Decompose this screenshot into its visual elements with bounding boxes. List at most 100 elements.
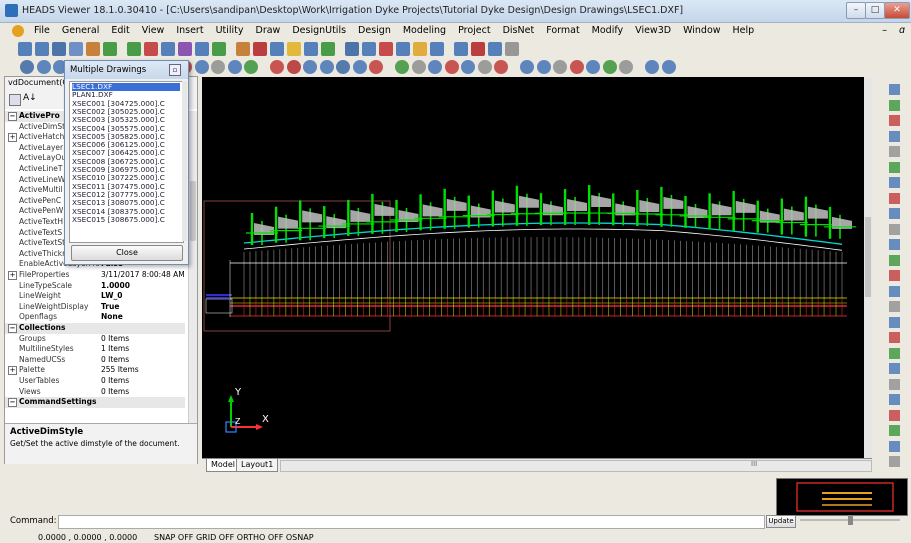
draw-toolbar-button-icon[interactable]: [395, 60, 409, 74]
right-toolbar-icon[interactable]: [889, 378, 900, 390]
menu-format[interactable]: Format: [546, 25, 580, 36]
toolbar-button-icon[interactable]: [195, 42, 209, 56]
draw-toolbar-button-icon[interactable]: [569, 60, 584, 74]
toolbar-button-icon[interactable]: [52, 42, 66, 56]
draw-toolbar-button-icon[interactable]: [553, 60, 567, 74]
property-row[interactable]: ActiveTextH: [5, 217, 185, 228]
toolbar-button-icon[interactable]: [304, 42, 318, 56]
property-row[interactable]: ActiveLayOu: [5, 153, 185, 164]
toolbar-button-icon[interactable]: [35, 42, 49, 56]
property-row[interactable]: Views 0 Items: [5, 387, 185, 398]
tab-model[interactable]: Model: [206, 459, 241, 472]
right-toolbar-icon[interactable]: [889, 161, 900, 173]
drawing-list-item[interactable]: XSEC005 [305825.000].C: [72, 132, 165, 141]
draw-toolbar-button-icon[interactable]: [411, 60, 426, 74]
right-toolbar-icon[interactable]: [889, 425, 900, 436]
drawing-list-item[interactable]: XSEC011 [307475.000].C: [72, 182, 165, 191]
toolbar-button-icon[interactable]: [396, 42, 410, 56]
right-toolbar-icon[interactable]: [889, 347, 900, 359]
drawing-list-item[interactable]: XSEC015 [308675.000].C: [72, 215, 165, 224]
toolbar-button-icon[interactable]: [253, 42, 267, 56]
expand-toggle-icon[interactable]: +: [8, 271, 17, 280]
drawing-list-item[interactable]: XSEC009 [306975.000].C: [72, 166, 165, 174]
menu-edit[interactable]: Edit: [111, 25, 130, 36]
scroll-thumb[interactable]: [190, 181, 196, 241]
draw-toolbar-button-icon[interactable]: [619, 60, 633, 74]
draw-toolbar-button-icon[interactable]: [602, 60, 617, 74]
property-category[interactable]: − CommandSettings: [5, 397, 185, 408]
command-input[interactable]: [58, 515, 765, 529]
mdi-restore-button[interactable]: ɑ: [898, 25, 905, 36]
properties-scrollbar[interactable]: [188, 111, 197, 423]
toolbar-button-icon[interactable]: [379, 42, 393, 56]
property-row[interactable]: ActiveDimSt: [5, 122, 185, 133]
tab-layout1[interactable]: Layout1: [236, 459, 279, 472]
property-row[interactable]: ActivePenW: [5, 206, 185, 217]
draw-toolbar-button-icon[interactable]: [461, 60, 475, 74]
update-button[interactable]: Update: [766, 515, 796, 528]
draw-toolbar-button-icon[interactable]: [211, 60, 225, 74]
right-toolbar-icon[interactable]: [889, 130, 900, 142]
right-toolbar-icon[interactable]: [889, 223, 900, 235]
menu-modify[interactable]: Modify: [591, 25, 624, 36]
drawing-list[interactable]: LSEC1.DXF PLAN1.DXF XSEC001 [304725.000].C…: [69, 81, 184, 243]
right-toolbar-icon[interactable]: [889, 146, 900, 157]
menu-project[interactable]: Project: [458, 25, 491, 36]
expand-toggle-icon[interactable]: −: [8, 324, 17, 333]
property-row[interactable]: ActiveThickn: [5, 249, 185, 260]
toolbar-button-icon[interactable]: [212, 42, 226, 56]
toolbar-button-icon[interactable]: [345, 42, 359, 56]
property-row[interactable]: + FileProperties 3/11/2017 8:00:48 AM: [5, 270, 185, 281]
draw-toolbar-button-icon[interactable]: [286, 60, 301, 74]
right-toolbar-icon[interactable]: [889, 440, 900, 452]
drawing-list-item[interactable]: XSEC001 [304725.000].C: [72, 99, 165, 108]
minimize-button[interactable]: –: [846, 2, 866, 19]
expand-toggle-icon[interactable]: −: [8, 112, 17, 121]
categorized-icon[interactable]: [9, 94, 21, 106]
property-row[interactable]: LineWeightDisplay True: [5, 302, 185, 313]
vscroll-thumb[interactable]: [865, 217, 871, 297]
property-row[interactable]: ActiveTextS: [5, 228, 185, 239]
zoom-slider-thumb[interactable]: [848, 515, 853, 525]
menu-view3d[interactable]: View3D: [635, 25, 672, 36]
drawing-list-item[interactable]: LSEC1.DXF: [72, 83, 180, 92]
menu-design[interactable]: Design: [358, 25, 391, 36]
property-row[interactable]: + ActiveHatch: [5, 132, 185, 143]
toolbar-button-icon[interactable]: [178, 42, 192, 56]
right-toolbar-icon[interactable]: [889, 177, 900, 188]
property-category[interactable]: − Collections: [5, 323, 185, 334]
drawing-list-item[interactable]: XSEC010 [307225.000].C: [72, 174, 165, 183]
status-toggles[interactable]: SNAP OFF GRID OFF ORTHO OFF OSNAP: [154, 533, 314, 542]
toolbar-button-icon[interactable]: [321, 42, 335, 56]
expand-toggle-icon[interactable]: +: [8, 366, 17, 376]
property-row[interactable]: LineWeight LW_0: [5, 291, 185, 302]
property-row[interactable]: UserTables 0 Items: [5, 376, 185, 387]
close-button[interactable]: ✕: [884, 2, 910, 19]
menu-file[interactable]: File: [34, 25, 50, 36]
drawing-list-item[interactable]: XSEC004 [305575.000].C: [72, 124, 165, 133]
right-toolbar-icon[interactable]: [889, 285, 900, 297]
draw-toolbar-button-icon[interactable]: [227, 60, 242, 74]
sort-alpha-icon[interactable]: A↓: [23, 93, 37, 103]
toolbar-button-icon[interactable]: [144, 42, 158, 56]
property-row[interactable]: LineTypeScale 1.0000: [5, 281, 185, 292]
draw-toolbar-button-icon[interactable]: [20, 60, 34, 74]
canvas-vertical-scrollbar[interactable]: [864, 77, 872, 458]
right-toolbar-icon[interactable]: [889, 363, 900, 374]
menu-help[interactable]: Help: [732, 25, 755, 36]
toolbar-button-icon[interactable]: [287, 42, 301, 56]
property-row[interactable]: NamedUCSs 0 Items: [5, 355, 185, 366]
toolbar-button-icon[interactable]: [505, 42, 519, 56]
property-row[interactable]: ActivePenC: [5, 196, 185, 207]
toolbar-button-icon[interactable]: [413, 42, 427, 56]
toolbar-button-icon[interactable]: [161, 42, 175, 56]
draw-toolbar-button-icon[interactable]: [319, 60, 334, 74]
aerial-view[interactable]: [776, 478, 908, 516]
toolbar-button-icon[interactable]: [127, 42, 141, 56]
list-scrollbar[interactable]: [182, 81, 187, 241]
drawing-list-item[interactable]: XSEC014 [308375.000].C: [72, 207, 165, 216]
menu-utility[interactable]: Utility: [215, 25, 244, 36]
draw-toolbar-button-icon[interactable]: [270, 60, 284, 74]
property-row[interactable]: ActiveLayer: [5, 143, 185, 154]
toolbar-button-icon[interactable]: [454, 42, 468, 56]
